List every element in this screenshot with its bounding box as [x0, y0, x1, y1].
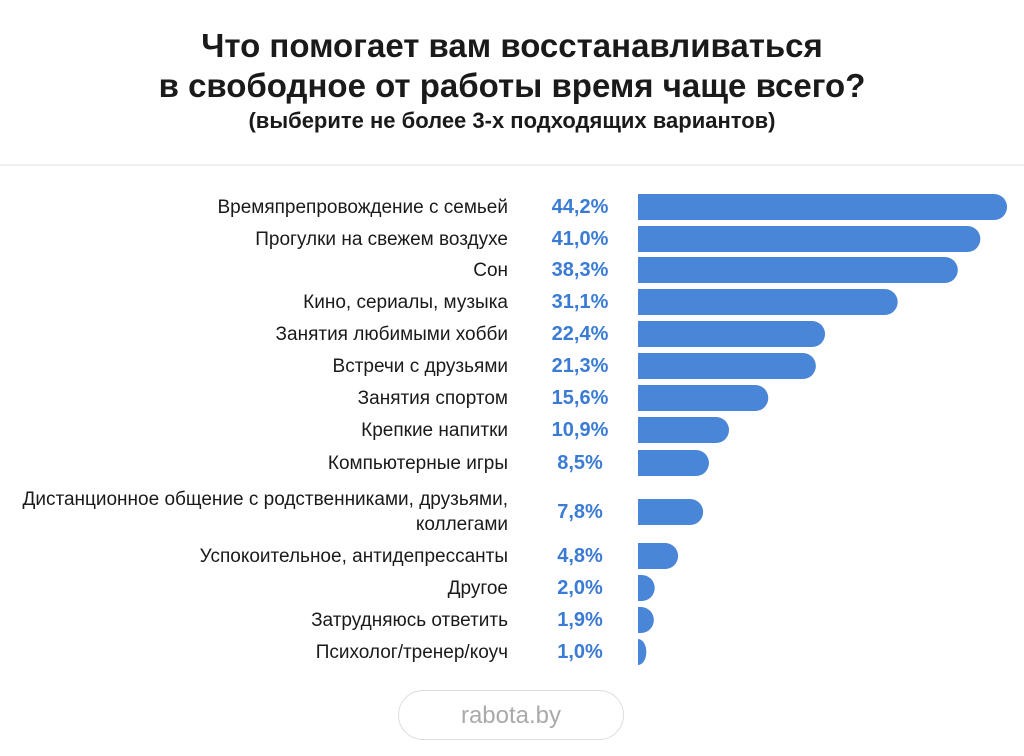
category-label: Занятия спортом [357, 387, 508, 409]
category-label: Другое [447, 577, 508, 599]
category-label: Сон [473, 259, 508, 281]
bar [638, 321, 826, 347]
bar [638, 499, 704, 525]
bar [638, 289, 898, 315]
category-label: Прогулки на свежем воздухе [255, 228, 508, 250]
category-label: Занятия любимыми хобби [275, 323, 508, 345]
category-label: Встречи с друзьями [332, 355, 508, 377]
category-label: Кино, сериалы, музыка [303, 291, 508, 313]
bar [638, 385, 769, 411]
value-label: 31,1% [551, 291, 609, 313]
bar [638, 639, 647, 665]
chart-title: в свободное от работы время чаще всего? [158, 67, 866, 104]
bar [638, 450, 709, 476]
chart-subtitle: (выберите не более 3-х подходящих вариан… [248, 108, 776, 133]
category-label: Крепкие напитки [361, 419, 508, 441]
value-label: 41,0% [551, 228, 609, 250]
value-label: 15,6% [551, 387, 609, 409]
value-label: 2,0% [557, 577, 603, 599]
value-label: 44,2% [551, 196, 609, 218]
value-label: 21,3% [551, 355, 609, 377]
bar [638, 417, 730, 443]
category-label: Дистанционное общение с родственниками, … [22, 489, 508, 535]
value-label: 38,3% [551, 259, 609, 281]
value-label: 22,4% [551, 323, 609, 345]
value-label: 8,5% [557, 452, 603, 474]
bar [638, 226, 981, 252]
bar [638, 353, 816, 379]
category-label: Психолог/тренер/коуч [315, 641, 508, 663]
bar [638, 194, 1008, 220]
source: rabota.by [398, 690, 624, 740]
category-label: Компьютерные игры [327, 452, 508, 474]
bar [638, 575, 655, 601]
value-label: 1,9% [557, 609, 603, 631]
category-label: Затрудняюсь ответить [311, 609, 508, 631]
value-label: 1,0% [557, 641, 603, 663]
bar [638, 607, 654, 633]
bar [638, 257, 958, 283]
bar [638, 543, 679, 569]
value-label: 7,8% [557, 501, 603, 523]
category-label: Времяпрепровождение с семьей [217, 196, 508, 218]
category-label: Успокоительное, антидепрессанты [199, 545, 508, 567]
value-label: 10,9% [551, 419, 609, 441]
chart-title: Что помогает вам восстанавливаться [201, 27, 823, 64]
value-label: 4,8% [557, 545, 603, 567]
